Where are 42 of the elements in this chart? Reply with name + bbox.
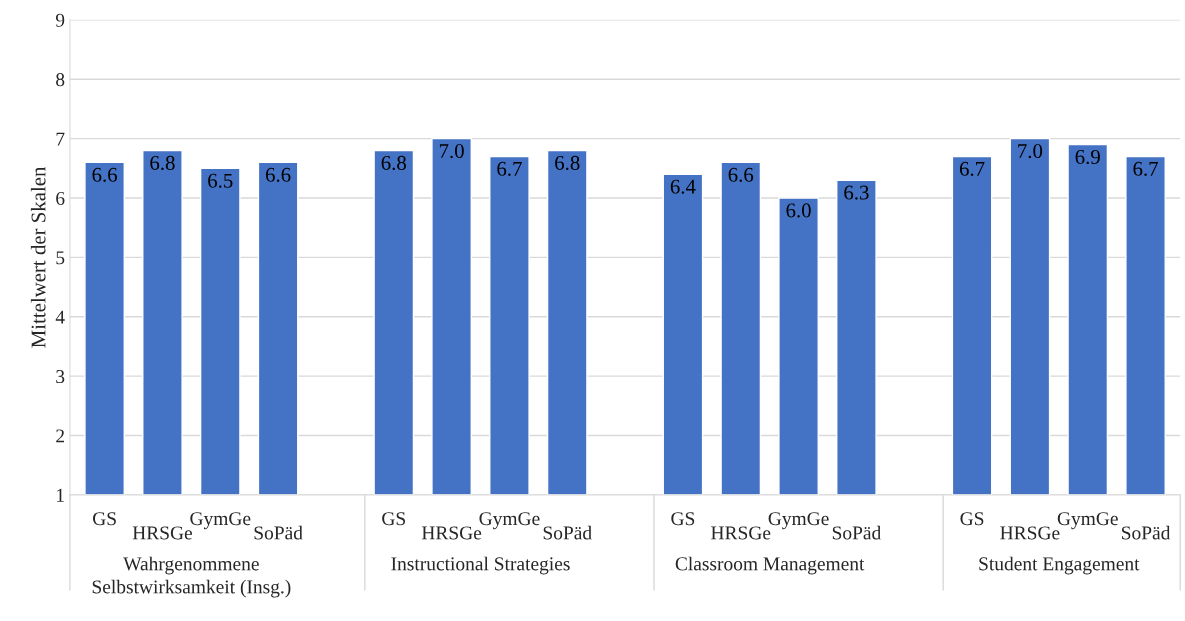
x-tick-label: GS: [92, 512, 116, 526]
y-tick-label: 4: [55, 310, 65, 324]
data-label: 6.6: [92, 167, 118, 182]
x-tick-label: SoPäd: [543, 525, 592, 540]
text: Instructional Strategies: [391, 556, 570, 575]
data-label: 6.7: [1133, 161, 1158, 176]
x-tick-label: HRSGe: [421, 526, 482, 540]
x-tick-label: SoPäd: [832, 525, 882, 540]
y-tick-label: 5: [56, 251, 65, 265]
data-label: 6.3: [844, 185, 869, 200]
data-label: 6.7: [959, 161, 985, 176]
data-label: 6.8: [381, 155, 406, 171]
data-label: 6.5: [208, 173, 233, 188]
y-tick-label: 1: [57, 488, 64, 502]
data-label: 7.0: [1018, 143, 1043, 159]
data-label: 6.6: [265, 167, 291, 182]
y-tick-label: 9: [55, 13, 65, 27]
data-label: 6.4: [670, 179, 696, 194]
y-tick-label: 7: [56, 132, 65, 146]
data-label: 6.8: [555, 155, 580, 171]
x-tick-label: GymGe: [479, 512, 540, 530]
data-label: 6.8: [150, 155, 175, 171]
x-tick-label: GS: [382, 512, 405, 526]
y-tick-label: 2: [56, 429, 64, 443]
data-label: 7.0: [439, 143, 464, 159]
text: Classroom Management: [675, 556, 865, 575]
y-tick-label: 3: [56, 370, 65, 384]
x-tick-label: GS: [671, 512, 695, 526]
y-axis-title: Mittelwert der Skalen: [30, 166, 46, 348]
x-tick-label: GS: [960, 512, 984, 526]
y-tick-label: 6: [56, 191, 65, 205]
data-label: 6.9: [1075, 149, 1100, 165]
text: Student Engagement: [979, 556, 1140, 575]
x-tick-label: SoPäd: [1122, 525, 1171, 540]
data-label: 6.7: [497, 161, 522, 176]
text: Wahrgenommene Selbstwirksamkeit (Insg.): [92, 556, 291, 598]
x-tick-label: GymGe: [190, 512, 251, 530]
x-tick-label: HRSGe: [132, 526, 193, 540]
y-tick-label: 8: [56, 73, 65, 87]
x-tick-label: SoPäd: [254, 525, 303, 540]
data-label: 6.0: [786, 203, 811, 218]
data-label: 6.6: [728, 167, 754, 182]
